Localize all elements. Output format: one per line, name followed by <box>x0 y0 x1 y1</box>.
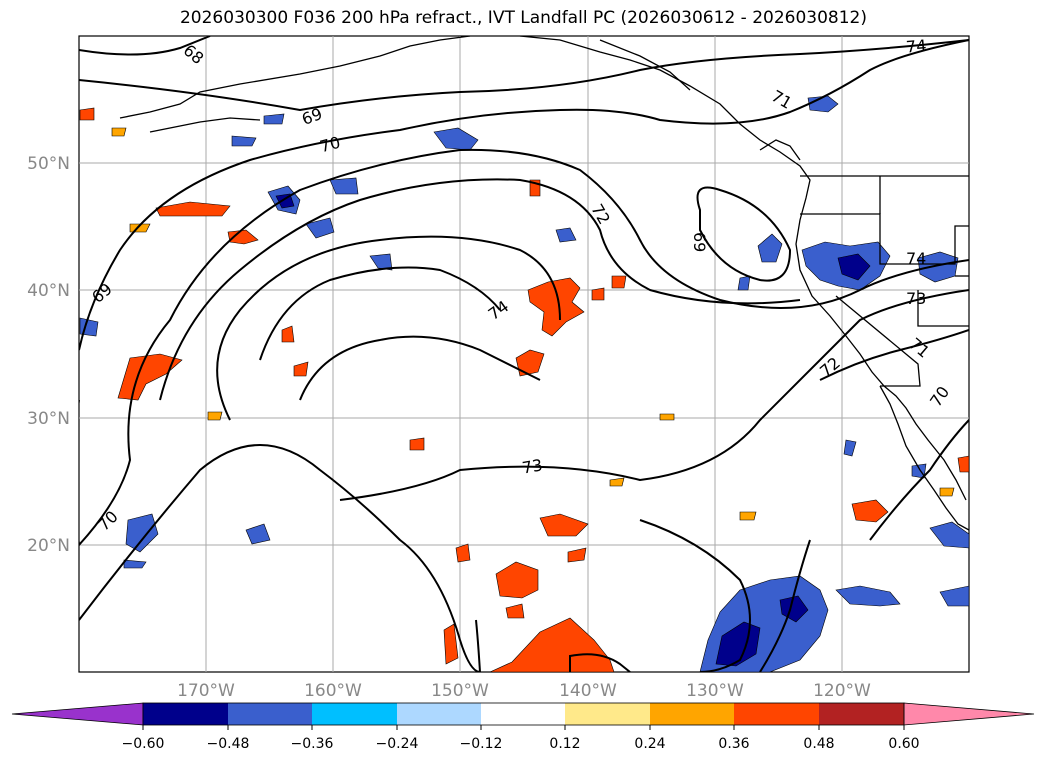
longitude-labels: 170°W 160°W 150°W 140°W 130°W 120°W <box>177 681 871 701</box>
colorbar-tick-label: −0.60 <box>122 736 165 752</box>
colorbar-frame <box>142 702 905 726</box>
colorbar: −0.60 −0.48 −0.36 −0.24 −0.12 0.12 0.24 … <box>11 702 1035 752</box>
colorbar-segment <box>312 703 397 725</box>
colorbar-tick-label: −0.24 <box>376 736 419 752</box>
colorbar-segment <box>228 703 313 725</box>
colorbar-tick-label: −0.36 <box>291 736 334 752</box>
colorbar-segment <box>143 703 228 725</box>
coastlines <box>119 36 969 531</box>
lat-label: 20°N <box>27 536 70 556</box>
contour-label: 74 <box>906 249 926 268</box>
colorbar-ticks <box>142 725 905 730</box>
colorbar-extend-right <box>903 702 1035 726</box>
colorbar-segment <box>650 703 735 725</box>
colorbar-segment <box>481 703 566 725</box>
contour-label: 69 <box>690 232 709 252</box>
colorbar-tick-label: 0.48 <box>803 736 834 752</box>
contour-label: 74 <box>905 36 927 57</box>
colorbar-tick-label: −0.48 <box>207 736 250 752</box>
colorbar-segment <box>397 703 482 725</box>
lon-label: 140°W <box>559 681 617 701</box>
contour-lines <box>79 36 969 672</box>
contour-label: 73 <box>521 455 544 477</box>
lat-label: 40°N <box>27 281 70 301</box>
lon-label: 120°W <box>813 681 871 701</box>
colorbar-segment <box>819 703 904 725</box>
colorbar-tick-label: 0.36 <box>718 736 749 752</box>
lat-label: 30°N <box>27 409 70 429</box>
lon-label: 170°W <box>177 681 235 701</box>
colorbar-tick-label: −0.12 <box>460 736 503 752</box>
colorbar-extend-left <box>11 702 144 726</box>
gridlines <box>79 36 969 672</box>
lat-label: 50°N <box>27 154 70 174</box>
lon-label: 150°W <box>431 681 489 701</box>
map-title: 2026030300 F036 200 hPa refract., IVT La… <box>179 8 867 28</box>
colorbar-tick-label: 0.12 <box>549 736 580 752</box>
contour-label: 73 <box>906 289 926 308</box>
lon-label: 160°W <box>304 681 362 701</box>
colorbar-tick-label: 0.24 <box>634 736 665 752</box>
latitude-labels: 50°N 40°N 30°N 20°N <box>27 154 70 556</box>
colorbar-segment <box>565 703 650 725</box>
lon-label: 130°W <box>686 681 744 701</box>
contour-label: 70 <box>318 133 343 157</box>
colorbar-segment <box>734 703 819 725</box>
anomaly-fill <box>79 95 969 672</box>
colorbar-tick-label: 0.60 <box>888 736 919 752</box>
